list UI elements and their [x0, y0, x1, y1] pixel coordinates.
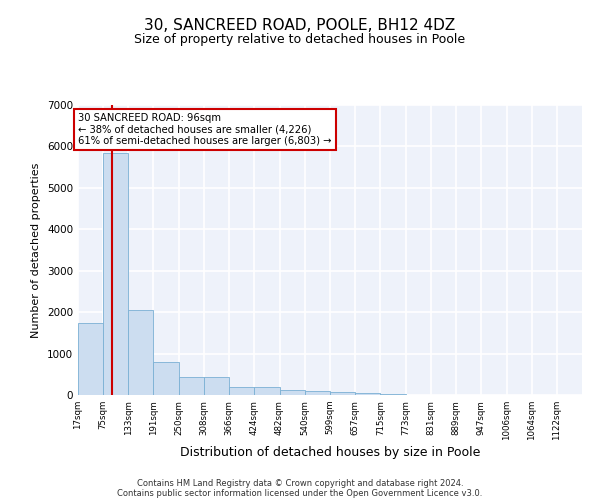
Bar [355, 392, 380, 395]
Bar [103, 152, 128, 395]
Bar [154, 362, 179, 395]
Bar [128, 310, 154, 395]
Text: 30, SANCREED ROAD, POOLE, BH12 4DZ: 30, SANCREED ROAD, POOLE, BH12 4DZ [145, 18, 455, 32]
Bar [179, 377, 204, 395]
Text: Contains HM Land Registry data © Crown copyright and database right 2024.: Contains HM Land Registry data © Crown c… [137, 478, 463, 488]
Bar [78, 322, 103, 395]
Bar [204, 377, 229, 395]
Text: Contains public sector information licensed under the Open Government Licence v3: Contains public sector information licen… [118, 488, 482, 498]
Text: 30 SANCREED ROAD: 96sqm
← 38% of detached houses are smaller (4,226)
61% of semi: 30 SANCREED ROAD: 96sqm ← 38% of detache… [79, 114, 332, 146]
X-axis label: Distribution of detached houses by size in Poole: Distribution of detached houses by size … [180, 446, 480, 459]
Bar [380, 394, 406, 395]
Bar [305, 391, 330, 395]
Text: Size of property relative to detached houses in Poole: Size of property relative to detached ho… [134, 32, 466, 46]
Bar [330, 392, 355, 395]
Bar [229, 386, 254, 395]
Bar [254, 388, 280, 395]
Bar [280, 390, 305, 395]
Y-axis label: Number of detached properties: Number of detached properties [31, 162, 41, 338]
